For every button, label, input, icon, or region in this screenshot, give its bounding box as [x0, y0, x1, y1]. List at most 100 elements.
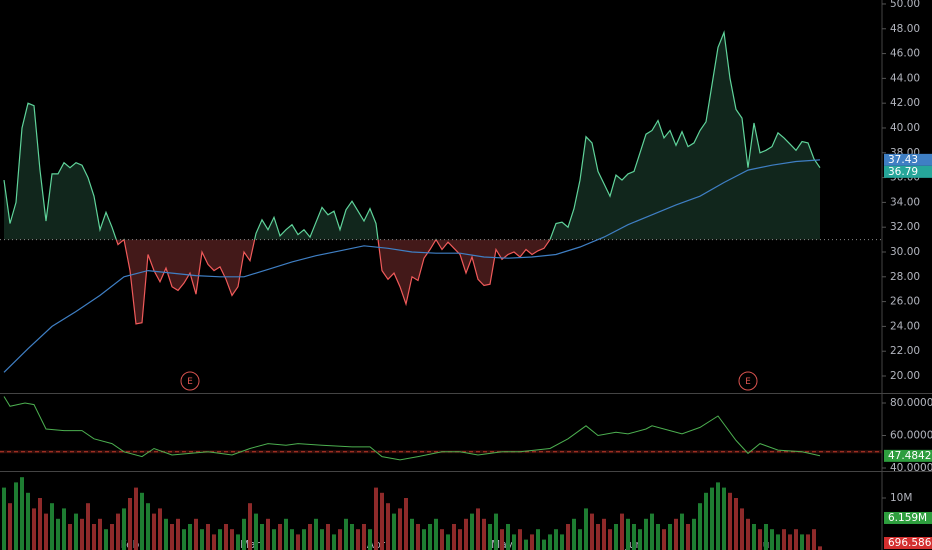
volume-bar: [14, 482, 18, 550]
volume-bar: [440, 529, 444, 550]
volume-bar: [332, 534, 336, 550]
volume-bar: [632, 524, 636, 550]
price-line-up: [3, 30, 821, 240]
volume-bar: [368, 529, 372, 550]
volume-bar: [20, 477, 24, 550]
volume-bar: [566, 524, 570, 550]
volume-bar: [188, 524, 192, 550]
volume-bar: [242, 518, 246, 550]
volume-bar: [260, 524, 264, 550]
volume-bar: [8, 503, 12, 550]
volume-bar: [110, 524, 114, 550]
volume-bar: [548, 534, 552, 550]
y-tick-label: 44.00: [890, 72, 920, 84]
volume-bar: [662, 529, 666, 550]
volume-bar: [140, 492, 144, 550]
earnings-marker: [180, 371, 200, 391]
price-tag: [884, 449, 932, 462]
volume-bar: [626, 518, 630, 550]
volume-bar: [656, 524, 660, 550]
y-tick-label: 32.00: [890, 221, 920, 233]
volume-bar: [668, 524, 672, 550]
volume-bar: [752, 524, 756, 550]
volume-bar: [770, 529, 774, 550]
volume-bar: [278, 524, 282, 550]
y-tick-label: 24.00: [890, 320, 920, 332]
volume-bar: [680, 513, 684, 550]
volume-bar: [2, 487, 6, 550]
volume-bar: [182, 529, 186, 550]
volume-bar: [572, 518, 576, 550]
volume-bar: [158, 508, 162, 550]
volume-bar: [692, 518, 696, 550]
volume-bar: [614, 524, 618, 550]
y-tick-label: 34.00: [890, 196, 920, 208]
volume-bar: [308, 524, 312, 550]
volume-bar: [494, 513, 498, 550]
volume-bar: [410, 518, 414, 550]
price-tag-label: 47.4842: [888, 450, 931, 462]
price-tag: [884, 537, 932, 549]
volume-bar: [710, 487, 714, 550]
volume-bar: [698, 503, 702, 550]
y-tick-label: 46.00: [890, 48, 920, 60]
volume-bar: [74, 513, 78, 550]
volume-bar: [50, 503, 54, 550]
y-tick-label: 30.00: [890, 246, 920, 258]
volume-bar: [398, 508, 402, 550]
volume-bar: [128, 498, 132, 550]
area-above: [4, 32, 820, 240]
volume-bar: [86, 503, 90, 550]
y-tick-label: 50.00: [890, 0, 920, 10]
volume-bar: [542, 539, 546, 550]
volume-bar: [428, 524, 432, 550]
earnings-marker: [738, 371, 758, 391]
volume-bar: [512, 534, 516, 550]
price-tag-label: 36.79: [888, 166, 918, 178]
price-tag: [884, 153, 932, 166]
volume-bar: [488, 524, 492, 550]
volume-bar: [146, 503, 150, 550]
volume-bar: [452, 524, 456, 550]
volume-bar: [722, 487, 726, 550]
volume-bar: [578, 529, 582, 550]
volume-bar: [392, 513, 396, 550]
volume-bar: [248, 503, 252, 550]
volume-bar: [284, 518, 288, 550]
ma-line: [3, 159, 821, 373]
volume-bar: [596, 524, 600, 550]
osc-line: [3, 396, 821, 461]
volume-bar: [422, 529, 426, 550]
volume-bar: [602, 518, 606, 550]
volume-bar: [416, 524, 420, 550]
volume-bar: [686, 524, 690, 550]
volume-bar: [296, 534, 300, 550]
volume-bar: [788, 534, 792, 550]
volume-bar: [338, 529, 342, 550]
volume-bar: [290, 529, 294, 550]
volume-bar: [32, 508, 36, 550]
volume-bar: [590, 513, 594, 550]
y-tick-label: 26.00: [890, 296, 920, 308]
volume-bar: [56, 518, 60, 550]
volume-bar: [524, 539, 528, 550]
y-tick-label: 42.00: [890, 97, 920, 109]
volume-bar: [206, 524, 210, 550]
volume-bar: [650, 513, 654, 550]
osc-tick-label: 80.0000: [890, 397, 932, 409]
volume-bar: [236, 534, 240, 550]
volume-bar: [98, 518, 102, 550]
volume-bar: [560, 534, 564, 550]
volume-bar: [734, 498, 738, 550]
volume-bar: [176, 518, 180, 550]
volume-bar: [608, 529, 612, 550]
volume-bar: [254, 513, 258, 550]
volume-bar: [446, 534, 450, 550]
volume-bar: [212, 534, 216, 550]
y-tick-label: 48.00: [890, 23, 920, 35]
volume-bar: [728, 492, 732, 550]
volume-bar: [818, 546, 822, 550]
volume-bar: [326, 524, 330, 550]
volume-bar: [506, 524, 510, 550]
volume-bar: [44, 513, 48, 550]
